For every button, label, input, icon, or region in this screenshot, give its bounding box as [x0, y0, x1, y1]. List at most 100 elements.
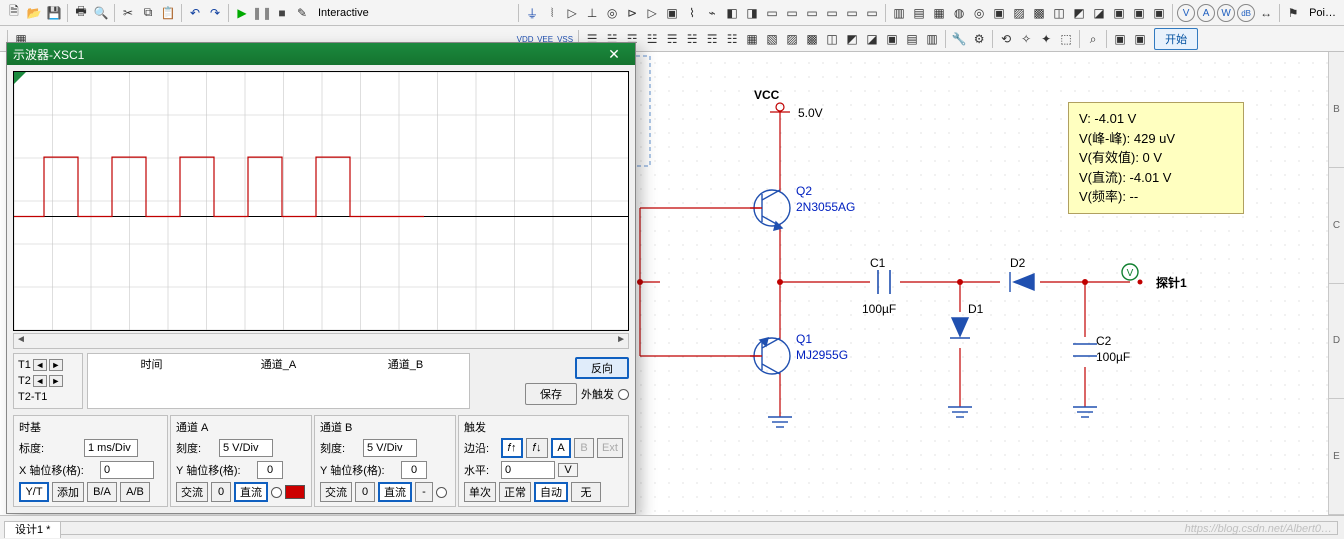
ab-button[interactable]: A/B	[120, 482, 150, 502]
chb-minus-button[interactable]: -	[415, 482, 433, 502]
comp-mix1-icon[interactable]: ◧	[722, 3, 742, 23]
probe-db-icon[interactable]: dB	[1237, 4, 1255, 22]
yt-button[interactable]: Y/T	[19, 482, 49, 502]
new-icon[interactable]: 🗎	[4, 3, 24, 23]
comp-ic-icon[interactable]: ▣	[662, 3, 682, 23]
paste-icon[interactable]: 📋	[158, 3, 178, 23]
ba-button[interactable]: B/A	[87, 482, 117, 502]
m4-icon[interactable]: ☳	[642, 29, 662, 49]
schematic-canvas[interactable]: V VCC 5.0V Q2 2N3055AG Q1 MJ2955G C1 100…	[0, 52, 1328, 515]
m17-icon[interactable]: ▤	[902, 29, 922, 49]
chb-ac-button[interactable]: 交流	[320, 482, 352, 502]
t2-left-button[interactable]: ◄	[33, 375, 47, 387]
pause-icon[interactable]: ❚❚	[252, 3, 272, 23]
comp-transistor-icon[interactable]: ⊳	[622, 3, 642, 23]
t1-right-button[interactable]: ►	[49, 359, 63, 371]
save-button[interactable]: 保存	[525, 383, 577, 405]
tb-scale-input[interactable]: 1 ms/Div	[84, 439, 138, 457]
stop-icon[interactable]: ■	[272, 3, 292, 23]
ext-trig-radio[interactable]	[618, 389, 629, 400]
m12-icon[interactable]: ▩	[802, 29, 822, 49]
trig-level-input[interactable]: 0	[501, 461, 555, 479]
comp-resistor-icon[interactable]: ⦚	[542, 3, 562, 23]
t2-right-button[interactable]: ►	[49, 375, 63, 387]
comp-diode-icon[interactable]: ▷	[562, 3, 582, 23]
instr13-icon[interactable]: ▣	[1129, 3, 1149, 23]
m15-icon[interactable]: ◪	[862, 29, 882, 49]
instr5-icon[interactable]: ◎	[969, 3, 989, 23]
instr6-icon[interactable]: ▣	[989, 3, 1009, 23]
chb-radio[interactable]	[436, 487, 447, 498]
instr11-icon[interactable]: ◪	[1089, 3, 1109, 23]
interactive-icon[interactable]: ✎	[292, 3, 312, 23]
m16-icon[interactable]: ▣	[882, 29, 902, 49]
x1-icon[interactable]: ⟲	[996, 29, 1016, 49]
comp-mix2-icon[interactable]: ◨	[742, 3, 762, 23]
instr4-icon[interactable]: ◍	[949, 3, 969, 23]
x2-icon[interactable]: ✧	[1016, 29, 1036, 49]
close-icon[interactable]: ✕	[599, 44, 629, 64]
comp-switch-icon[interactable]: ⌁	[702, 3, 722, 23]
print-icon[interactable]: 🖶	[71, 3, 91, 23]
x7-icon[interactable]: ▣	[1130, 29, 1150, 49]
probe-v-icon[interactable]: V	[1177, 4, 1195, 22]
open-icon[interactable]: 📂	[24, 3, 44, 23]
t1-left-button[interactable]: ◄	[33, 359, 47, 371]
m18-icon[interactable]: ▥	[922, 29, 942, 49]
la2-icon[interactable]: ⚙	[969, 29, 989, 49]
comp-f-icon[interactable]: ▭	[862, 3, 882, 23]
comp-source-icon[interactable]: ◎	[602, 3, 622, 23]
chb-scale-input[interactable]: 5 V/Div	[363, 439, 417, 457]
comp-opamp-icon[interactable]: ▷	[642, 3, 662, 23]
instr9-icon[interactable]: ◫	[1049, 3, 1069, 23]
preview-icon[interactable]: 🔍	[91, 3, 111, 23]
x3-icon[interactable]: ✦	[1036, 29, 1056, 49]
m8-icon[interactable]: ☷	[722, 29, 742, 49]
trig-auto-button[interactable]: 自动	[534, 482, 568, 502]
copy-icon[interactable]: ⧉	[138, 3, 158, 23]
edge-rise-button[interactable]: 𝑓↑	[501, 438, 523, 458]
instr3-icon[interactable]: ▦	[929, 3, 949, 23]
m7-icon[interactable]: ☶	[702, 29, 722, 49]
instr10-icon[interactable]: ◩	[1069, 3, 1089, 23]
cha-dc-button[interactable]: 直流	[234, 482, 268, 502]
cha-color[interactable]	[285, 485, 305, 499]
probe-a-icon[interactable]: A	[1197, 4, 1215, 22]
redo-icon[interactable]: ↷	[205, 3, 225, 23]
comp-b-icon[interactable]: ▭	[782, 3, 802, 23]
m13-icon[interactable]: ◫	[822, 29, 842, 49]
save-icon[interactable]: 💾	[44, 3, 64, 23]
cha-radio[interactable]	[271, 487, 282, 498]
trig-b-button[interactable]: B	[574, 438, 594, 458]
undo-icon[interactable]: ↶	[185, 3, 205, 23]
horizontal-scrollbar[interactable]	[6, 521, 1338, 535]
reverse-button[interactable]: 反向	[575, 357, 629, 379]
edge-fall-button[interactable]: 𝑓↓	[526, 438, 548, 458]
cha-yoff-input[interactable]: 0	[257, 461, 283, 479]
chb-yoff-input[interactable]: 0	[401, 461, 427, 479]
la1-icon[interactable]: 🔧	[949, 29, 969, 49]
x5-icon[interactable]: ⌕	[1083, 29, 1103, 49]
m9-icon[interactable]: ▦	[742, 29, 762, 49]
cha-0-button[interactable]: 0	[211, 482, 231, 502]
instr8-icon[interactable]: ▩	[1029, 3, 1049, 23]
cha-scale-input[interactable]: 5 V/Div	[219, 439, 273, 457]
instr12-icon[interactable]: ▣	[1109, 3, 1129, 23]
tb-xoff-input[interactable]: 0	[100, 461, 154, 479]
probe-diff-icon[interactable]: ↔	[1256, 3, 1276, 23]
start-button[interactable]: 开始	[1154, 28, 1198, 50]
trig-single-button[interactable]: 单次	[464, 482, 496, 502]
instr2-icon[interactable]: ▤	[909, 3, 929, 23]
cut-icon[interactable]: ✂	[118, 3, 138, 23]
m11-icon[interactable]: ▨	[782, 29, 802, 49]
sheet-tab-1[interactable]: 设计1 *	[4, 521, 61, 538]
comp-inductor-icon[interactable]: ⌇	[682, 3, 702, 23]
trig-none-button[interactable]: 无	[571, 482, 601, 502]
x4-icon[interactable]: ⬚	[1056, 29, 1076, 49]
chb-0-button[interactable]: 0	[355, 482, 375, 502]
x6-icon[interactable]: ▣	[1110, 29, 1130, 49]
instr14-icon[interactable]: ▣	[1149, 3, 1169, 23]
comp-ground-icon[interactable]: ⏚	[522, 3, 542, 23]
instr1-icon[interactable]: ▥	[889, 3, 909, 23]
scope-scrollbar[interactable]	[13, 333, 629, 349]
